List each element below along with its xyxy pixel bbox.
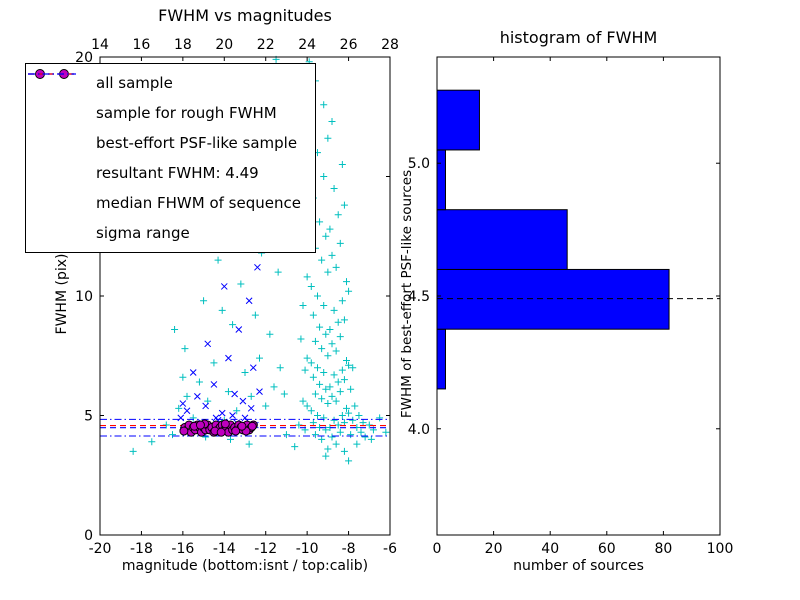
x-tick-label: 40 [541,541,559,557]
histogram-bar [436,89,480,151]
top-x-tick-label: 20 [215,37,233,53]
top-x-tick-label: 14 [91,37,109,53]
top-x-tick-label: 16 [133,37,151,53]
top-x-tick-label: 18 [174,37,192,53]
y-tick-label: 5.0 [408,156,430,172]
y-tick-label: 4.0 [408,422,430,438]
axes-frame [436,56,721,536]
histogram-bar [436,209,568,270]
scatter-plot: -20 -18 -16 -14 -12 -10 -8 -6 14 16 18 20 22 24 26 28 0 5… [75,37,399,557]
x-tick-label: -16 [171,541,194,557]
dashdot-line-legend-marker [28,73,86,243]
x-tick-label: 20 [485,541,503,557]
x-tick-label: -18 [130,541,153,557]
x-tick-label: 0 [433,541,442,557]
legend-item-label: median FHWM of sequence [96,194,301,212]
y-tick-label: 4.5 [408,289,430,305]
x-tick-label: -12 [254,541,277,557]
dashed-line-legend-marker [28,73,86,213]
top-x-tick-label: 24 [298,37,316,53]
dashed-line-legend-marker [28,73,86,183]
legend-item-label: sample for rough FWHM [96,104,277,122]
legend-item: sample for rough FWHM [34,70,301,128]
y-tick-label: 10 [75,289,93,305]
x-tick-label: 60 [598,541,616,557]
y-tick-label: 0 [84,528,93,544]
legend-item-label: all sample [96,74,173,92]
legend-item: resultant FWHM: 4.49 [28,73,301,188]
histogram-ylabel: FWHM of best-effort PSF-like sources [399,169,415,419]
x-tick-label: -20 [89,541,112,557]
legend-item: sigma range [28,73,301,248]
top-x-tick-label: 26 [340,37,358,53]
x-tick-label: -10 [296,541,319,557]
x-tick-label: 100 [707,541,734,557]
y-tick-label: 5 [84,409,93,425]
histogram-plot: 0 20 40 60 80 100 4.0 4.5 5.0 [408,56,734,557]
legend-item-label: sigma range [96,224,190,242]
legend-item: best-effort PSF-like sample [34,69,301,158]
legend-item-label: best-effort PSF-like sample [96,134,298,152]
series-x [177,263,263,431]
scatter-xlabel: magnitude (bottom:isnt / top:calib) [121,558,369,574]
circle-legend-marker [34,69,86,153]
x-tick-label: -14 [213,541,236,557]
x-legend-marker [34,70,86,123]
axes-frame [99,56,391,536]
histogram-title: histogram of FWHM [499,28,658,47]
y-tick-label: 20 [75,50,93,66]
series-circle-top [179,419,258,437]
histogram-bar [436,328,446,390]
histogram-bar [436,149,446,211]
x-tick-label: -8 [342,541,356,557]
top-x-tick-label: 28 [381,37,399,53]
histogram-xlabel: number of sources [513,558,644,574]
legend-item-label: resultant FWHM: 4.49 [96,164,259,182]
legend-item: median FHWM of sequence [28,73,301,218]
x-tick-label: -6 [383,541,397,557]
x-tick-label: 80 [654,541,672,557]
legend: all sample sample for rough FWHM best-effo… [25,63,316,253]
scatter-title: FWHM vs magnitudes [158,6,332,25]
histogram-bar [436,268,670,330]
top-x-tick-label: 22 [257,37,275,53]
